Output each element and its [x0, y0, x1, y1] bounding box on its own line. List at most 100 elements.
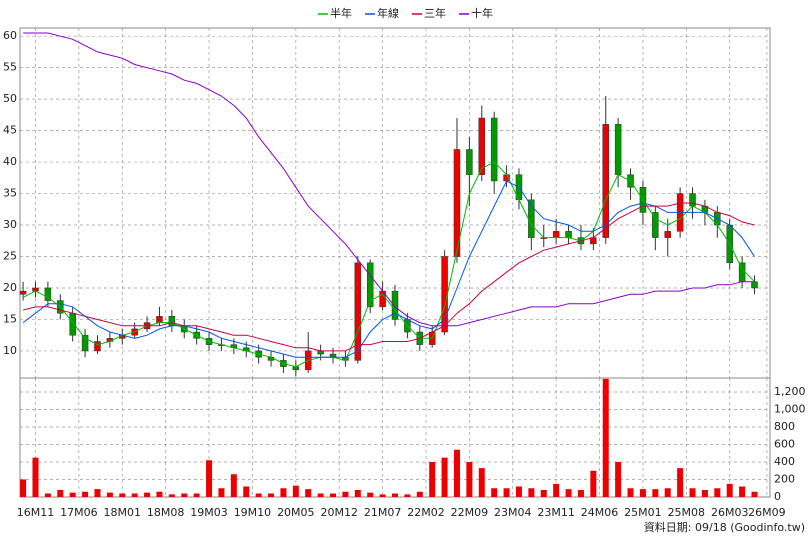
volume-bar [206, 460, 213, 497]
candle-body [652, 212, 659, 238]
volume-bar [106, 492, 113, 497]
volume-bar [193, 493, 200, 497]
volume-bar [44, 493, 51, 497]
legend-label: 半年 [330, 6, 352, 20]
ma-line [23, 32, 755, 327]
x-tick-label: 25M08 [668, 506, 706, 519]
volume-bar [491, 488, 498, 497]
candle-body [751, 281, 758, 289]
y-tick-label: 40 [3, 155, 17, 168]
candle-body [466, 149, 473, 175]
y-tick-label: 30 [3, 218, 17, 231]
candle-body [565, 231, 572, 238]
candle-body [156, 316, 163, 323]
candle-body [453, 149, 461, 257]
y-tick-label: 200 [774, 473, 795, 486]
volume-bar [565, 489, 572, 497]
volume-bar [255, 493, 262, 497]
volume-bar [627, 488, 634, 497]
x-tick-label: 20M05 [277, 506, 315, 519]
y-tick-label: 1,200 [774, 385, 806, 398]
y-tick-label: 50 [3, 92, 17, 105]
volume-bar [330, 493, 337, 497]
volume-bar [119, 493, 126, 497]
candle-body [94, 341, 101, 352]
volume-bar [528, 488, 535, 497]
y-tick-label: 35 [3, 187, 17, 200]
volume-bar [677, 468, 684, 497]
volume-bar [404, 494, 411, 497]
y-tick-label: 60 [3, 29, 17, 42]
y-tick-label: 10 [3, 344, 17, 357]
volume-bar [292, 485, 299, 497]
volume-bar [453, 449, 460, 497]
y-tick-label: 25 [3, 250, 17, 263]
x-tick-label: 16M11 [17, 506, 55, 519]
y-tick-label: 20 [3, 281, 17, 294]
y-tick-label: 0 [774, 490, 781, 503]
volume-bar [20, 479, 27, 497]
y-tick-label: 600 [774, 438, 795, 451]
x-tick-label: 20M12 [320, 506, 358, 519]
volume-bar [441, 457, 448, 497]
volume-bar [342, 491, 349, 497]
y-tick-label: 55 [3, 61, 17, 74]
x-tick-label: 26M03 [711, 506, 749, 519]
volume-bar [268, 493, 275, 497]
legend-label: 三年 [424, 6, 446, 20]
y-tick-label: 15 [3, 312, 17, 325]
ma-line [22, 202, 755, 352]
volume-bar [392, 493, 398, 497]
legend-label: 十年 [471, 6, 493, 20]
legend-label: 年線 [377, 6, 399, 20]
volume-bar [156, 491, 163, 497]
volume-bar [354, 490, 361, 497]
x-tick-label: 21M07 [364, 506, 402, 519]
x-tick-label: 18M01 [104, 506, 142, 519]
y-tick-label: 400 [774, 455, 795, 468]
candle-body [664, 231, 671, 238]
x-tick-label: 24M06 [581, 506, 619, 519]
volume-bar [429, 462, 436, 497]
volume-bar [751, 491, 758, 497]
volume-bar [503, 488, 510, 497]
candle-body [689, 193, 696, 207]
volume-bar [168, 494, 175, 497]
candle-body [168, 316, 176, 327]
x-tick-label: 17M06 [60, 506, 98, 519]
y-tick-label: 1,000 [774, 403, 806, 416]
candle-body [391, 290, 399, 320]
volume-bar [131, 493, 138, 497]
volume-bar [57, 490, 64, 497]
volume-bar [602, 378, 609, 497]
volume-bar [590, 470, 597, 497]
volume-bar [714, 488, 721, 497]
volume-bar [32, 457, 39, 497]
candle-body [354, 262, 362, 361]
volume-bar [739, 486, 746, 497]
volume-bar [94, 489, 101, 497]
volume-bar [540, 490, 547, 497]
volume-bar [69, 492, 76, 497]
volume-bar [664, 488, 671, 497]
x-tick-label: 22M09 [451, 506, 489, 519]
volume-bar [652, 489, 659, 497]
candle-body [490, 117, 498, 182]
volume-bar [305, 489, 312, 497]
volume-bar [280, 488, 287, 497]
volume-bar [379, 494, 386, 497]
candle-body [366, 262, 374, 308]
volume-bar [726, 483, 733, 497]
volume-bar [639, 489, 646, 497]
volume-bar [466, 462, 473, 497]
volume-bar [701, 490, 708, 497]
volume-bar [82, 491, 89, 497]
volume-bar [577, 490, 584, 497]
candle-body [19, 290, 27, 295]
volume-bar [181, 493, 188, 497]
candle-body [614, 124, 622, 175]
volume-bar [416, 491, 423, 497]
x-tick-label: 23M11 [537, 506, 575, 519]
y-tick-label: 45 [3, 124, 17, 137]
